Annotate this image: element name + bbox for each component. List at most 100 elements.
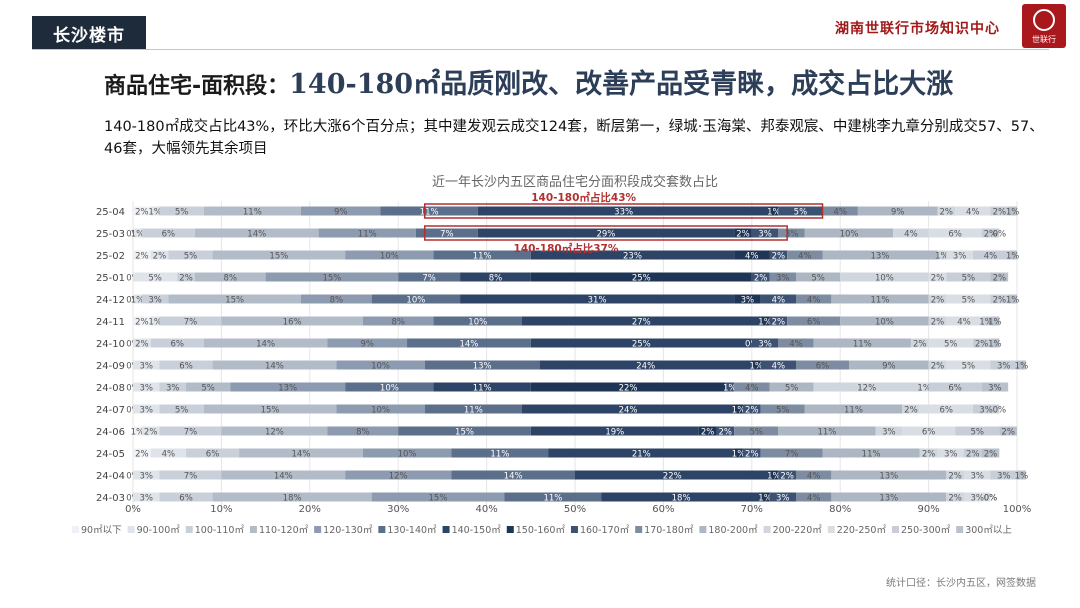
bar-segment: [159, 492, 213, 502]
data-label: 7%: [184, 318, 198, 328]
bar-segment: [203, 338, 328, 348]
data-label: 12%: [265, 428, 284, 438]
data-label: 4%: [904, 230, 918, 240]
y-category-label: 25-03: [96, 229, 125, 240]
data-label: 4%: [833, 208, 847, 218]
bar-segment: [928, 228, 982, 238]
data-label: 1%: [979, 318, 993, 328]
data-label: 10%: [406, 296, 425, 306]
bar-segment: [804, 404, 903, 414]
bar-segment: [946, 250, 973, 260]
data-label: 1%: [988, 340, 1002, 350]
bar-segment: [159, 404, 204, 414]
bar-segment: [796, 470, 832, 480]
y-category-label: 24-06: [96, 427, 125, 438]
data-label: 13%: [871, 252, 890, 262]
bar-segment: [362, 448, 452, 458]
data-label: 3%: [944, 450, 958, 460]
legend-swatch: [763, 526, 771, 533]
data-label: 24%: [636, 362, 655, 372]
data-label: 4%: [798, 252, 812, 262]
bar-segment: [336, 360, 425, 370]
data-label: 22%: [619, 384, 638, 394]
chart-title: 近一年长沙内五区商品住宅分面积段成交套数占比: [432, 174, 718, 190]
y-category-label: 24-08: [96, 383, 125, 394]
data-label: 1%: [148, 318, 162, 328]
bar-segment: [760, 360, 796, 370]
logo-emblem-icon: [1033, 9, 1055, 31]
data-label: 1%: [935, 252, 949, 262]
data-label: 7%: [440, 230, 454, 240]
bar-segment: [415, 228, 478, 238]
data-label: 13%: [278, 384, 297, 394]
bar-segment: [521, 404, 735, 414]
bar-segment: [530, 426, 699, 436]
bar-segment: [822, 448, 920, 458]
bar-segment: [813, 382, 920, 392]
data-label: 6%: [179, 362, 193, 372]
data-label: 27%: [632, 318, 651, 328]
header-divider: [32, 49, 1049, 50]
bar-segment: [159, 360, 213, 370]
y-category-label: 24-04: [96, 471, 125, 482]
bar-segment: [212, 360, 337, 370]
bar-segment: [133, 272, 178, 282]
bar-segment: [972, 404, 1000, 414]
x-tick-label: 80%: [829, 504, 851, 515]
bar-segment: [734, 404, 743, 414]
data-label: 2%: [772, 318, 786, 328]
bar-segment: [928, 316, 947, 326]
data-label: 5%: [970, 428, 984, 438]
bar-segment: [530, 272, 752, 282]
bar-segment: [928, 382, 982, 392]
annotation-label: 140-180㎡占比43%: [531, 191, 636, 204]
data-label: 10%: [468, 318, 487, 328]
bar-segment: [778, 338, 814, 348]
bar-segment: [787, 250, 823, 260]
bar-segment: [221, 426, 328, 436]
bar-segment: [734, 426, 779, 436]
data-label: 18%: [672, 494, 691, 504]
legend-swatch: [635, 526, 643, 533]
data-label: 16%: [283, 318, 302, 328]
data-label: 1%: [758, 318, 772, 328]
bar-segment: [371, 294, 461, 304]
data-label: 0%: [984, 494, 998, 504]
data-label: 31%: [588, 296, 607, 306]
data-label: 4%: [957, 318, 971, 328]
bar-segment: [433, 250, 531, 260]
legend-label: 90㎡以下: [81, 525, 122, 536]
data-label: 19%: [605, 428, 624, 438]
data-label: 2%: [144, 428, 158, 438]
legend-label: 160-170㎡: [580, 525, 630, 536]
legend-label: 180-200㎡: [708, 525, 758, 536]
x-tick-label: 10%: [210, 504, 232, 515]
data-label: 5%: [944, 340, 958, 350]
bar-segment: [734, 382, 770, 392]
bar-segment: [159, 382, 187, 392]
bar-segment: [133, 294, 142, 304]
data-label: 6%: [206, 450, 220, 460]
data-label: 5%: [148, 274, 162, 284]
bar-segment: [937, 206, 956, 216]
data-label: 3%: [970, 494, 984, 504]
data-label: 21%: [632, 450, 651, 460]
bar-segment: [1017, 360, 1026, 370]
data-label: 33%: [614, 208, 633, 218]
bar-segment: [778, 426, 876, 436]
bar-segment: [919, 448, 938, 458]
data-label: 9%: [361, 340, 375, 350]
x-tick-label: 30%: [387, 504, 409, 515]
data-label: 9%: [334, 208, 348, 218]
data-label: 3%: [758, 230, 772, 240]
bar-segment: [150, 206, 160, 216]
data-label: 14%: [274, 472, 293, 482]
data-label: 11%: [844, 406, 863, 416]
bar-segment: [159, 470, 222, 480]
data-label: 0%: [993, 406, 1007, 416]
bar-segment: [831, 492, 947, 502]
data-label: 4%: [789, 340, 803, 350]
highlight-box: [423, 203, 824, 219]
bar-segment: [300, 206, 381, 216]
bar-segment: [477, 206, 770, 216]
